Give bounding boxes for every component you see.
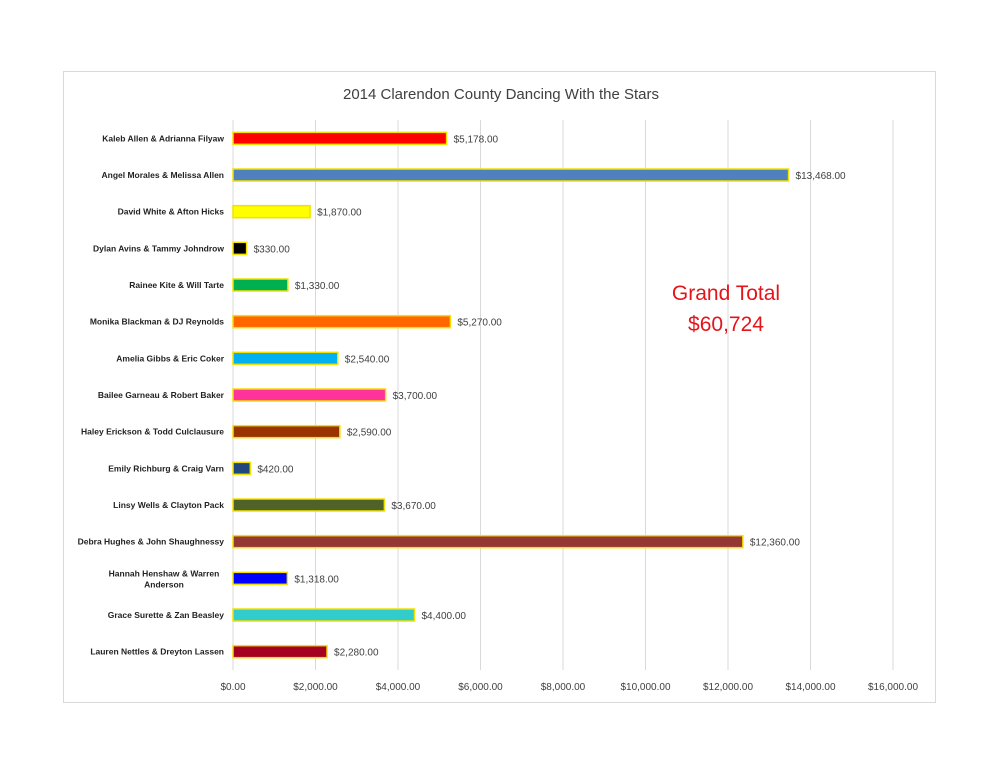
chart-title: 2014 Clarendon County Dancing With the S… [343, 86, 659, 103]
category-label: Monika Blackman & DJ Reynolds [90, 317, 224, 327]
bar [232, 278, 289, 292]
bar [232, 534, 744, 549]
data-label: $330.00 [254, 244, 291, 255]
bar [232, 644, 328, 659]
bar-chart: 2014 Clarendon County Dancing With the S… [78, 86, 919, 693]
category-labels: Kaleb Allen & Adrianna Filyaw Angel Moral… [78, 133, 225, 656]
data-label: $2,540.00 [345, 354, 390, 365]
data-label: $5,178.00 [454, 134, 499, 145]
data-label: $3,670.00 [391, 501, 436, 512]
bar [232, 571, 289, 586]
x-tick-label: $6,000.00 [458, 682, 503, 693]
bar [232, 351, 339, 366]
category-label: Haley Erickson & Todd Culclausure [81, 427, 224, 437]
x-tick-label: $4,000.00 [376, 682, 421, 693]
category-label: Bailee Garneau & Robert Baker [98, 390, 225, 400]
bar [232, 131, 448, 146]
data-label: $2,590.00 [347, 428, 392, 439]
x-axis-ticks: $0.00 $2,000.00 $4,000.00 $6,000.00 $8,000.0… [220, 682, 918, 693]
x-tick-label: $16,000.00 [868, 682, 918, 693]
data-label: $420.00 [257, 464, 294, 475]
bar [232, 204, 311, 219]
x-tick-label: $2,000.00 [293, 682, 338, 693]
x-tick-label: $10,000.00 [620, 682, 670, 693]
category-label: Rainee Kite & Will Tarte [129, 280, 224, 290]
bars: $5,178.00 $13,468.00 $1,870.00 $330.00 $1,33… [232, 131, 846, 659]
data-label: $4,400.00 [422, 611, 467, 622]
bar [232, 424, 341, 439]
category-label: Linsy Wells & Clayton Pack [113, 500, 224, 510]
bar [232, 314, 452, 329]
data-label: $13,468.00 [796, 171, 846, 182]
x-tick-label: $8,000.00 [541, 682, 586, 693]
category-label: Emily Richburg & Craig Varn [108, 463, 224, 473]
data-label: $1,870.00 [317, 208, 362, 219]
x-tick-label: $14,000.00 [785, 682, 835, 693]
bar [232, 168, 790, 182]
data-label: $3,700.00 [393, 391, 438, 402]
category-label: Dylan Avins & Tammy Johndrow [93, 243, 224, 253]
category-label: Angel Morales & Melissa Allen [102, 170, 225, 180]
bar [232, 498, 386, 512]
grand-total-label: Grand Total [672, 282, 780, 305]
category-label: Hannah Henshaw & Warren Anderson [109, 568, 220, 589]
category-label: Lauren Nettles & Dreyton Lassen [90, 647, 224, 657]
category-label: Debra Hughes & John Shaughnessy [78, 537, 225, 547]
data-label: $1,330.00 [295, 281, 340, 292]
x-tick-label: $12,000.00 [703, 682, 753, 693]
x-tick-label: $0.00 [220, 682, 245, 693]
chart-frame: 2014 Clarendon County Dancing With the S… [63, 71, 936, 703]
bar [232, 608, 416, 622]
bar [232, 461, 252, 476]
data-label: $5,270.00 [457, 318, 502, 329]
data-label: $12,360.00 [750, 538, 800, 549]
grand-total-annotation: Grand Total $60,724 [672, 282, 780, 336]
bar [232, 388, 387, 402]
gridlines [232, 120, 894, 670]
category-label: Kaleb Allen & Adrianna Filyaw [102, 133, 224, 143]
category-label: David White & Afton Hicks [118, 207, 225, 217]
category-label: Amelia Gibbs & Eric Coker [116, 353, 224, 363]
grand-total-value: $60,724 [688, 313, 764, 336]
bar [232, 241, 248, 256]
data-label: $2,280.00 [334, 648, 379, 659]
category-label: Grace Surette & Zan Beasley [108, 610, 224, 620]
data-label: $1,318.00 [294, 574, 339, 585]
